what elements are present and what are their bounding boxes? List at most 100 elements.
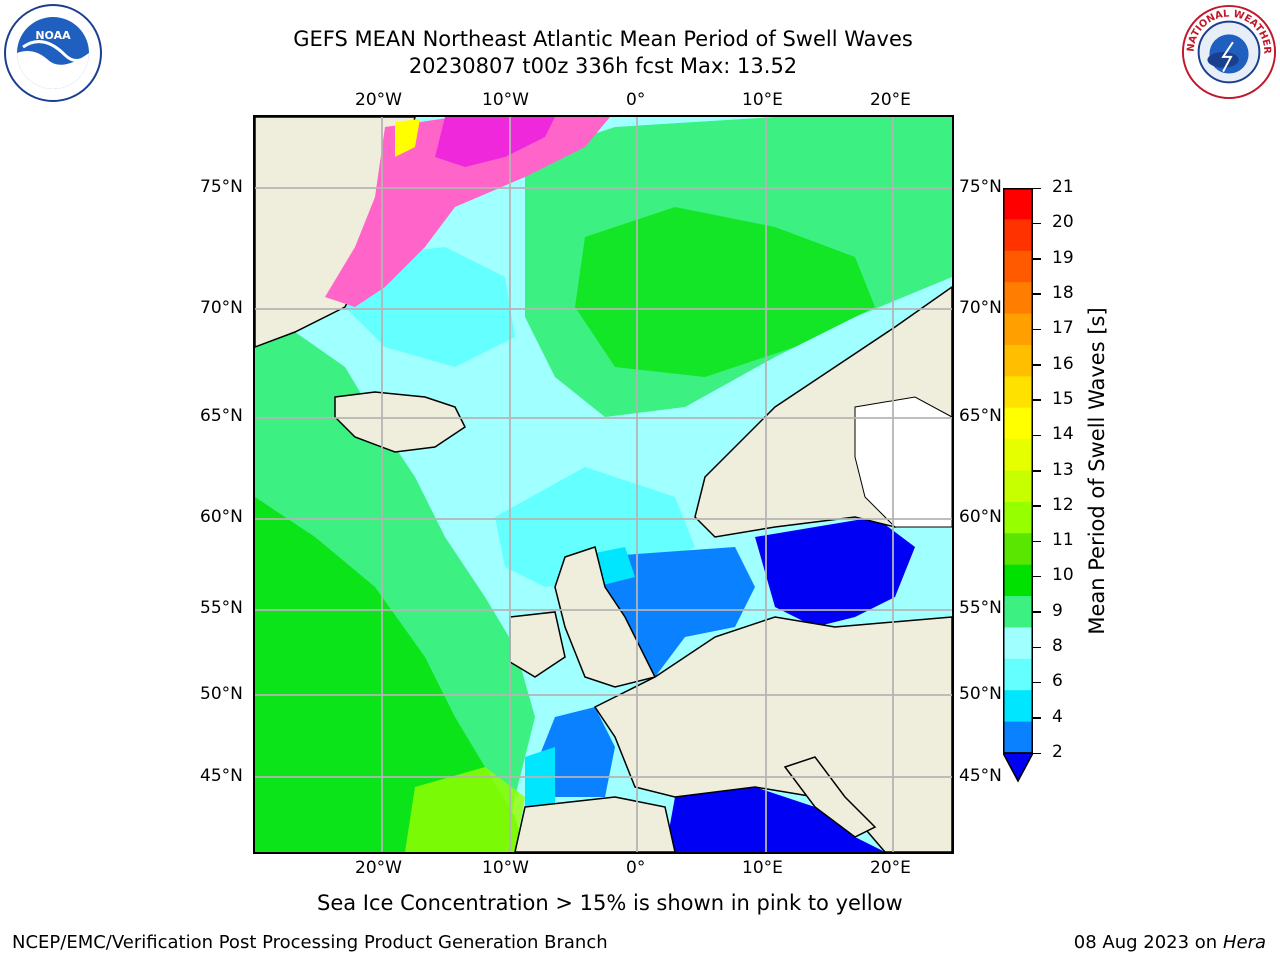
chart-title: GEFS MEAN Northeast Atlantic Mean Period… bbox=[293, 27, 913, 51]
colorbar-segment bbox=[1003, 721, 1033, 754]
chart-subtitle: 20230807 t00z 336h fcst Max: 13.52 bbox=[408, 54, 798, 78]
colorbar bbox=[1003, 188, 1033, 783]
colorbar-tick-label: 6 bbox=[1052, 671, 1063, 692]
colorbar-tick-label: 16 bbox=[1052, 353, 1074, 374]
lat-label-left: 65°N bbox=[200, 406, 243, 426]
sea-ice-pink bbox=[325, 117, 610, 307]
colorbar-label: Mean Period of Swell Waves [s] bbox=[1085, 307, 1109, 635]
lon-label-top: 20°E bbox=[870, 90, 911, 110]
colorbar-segment bbox=[1003, 250, 1033, 283]
noaa-logo: NOAA bbox=[4, 4, 102, 102]
colorbar-segment bbox=[1003, 282, 1033, 315]
colorbar-tick-label: 8 bbox=[1052, 636, 1063, 657]
colorbar-tick-label: 4 bbox=[1052, 706, 1063, 727]
footer-date-text: 08 Aug 2023 on bbox=[1073, 932, 1218, 953]
swell-darkblue-mediterranean bbox=[665, 787, 885, 852]
swell-green-west bbox=[255, 497, 525, 852]
colorbar-segment bbox=[1003, 596, 1033, 628]
lat-label-left: 50°N bbox=[200, 684, 243, 704]
lat-label-left: 45°N bbox=[200, 766, 243, 786]
sea-ice-note: Sea Ice Concentration > 15% is shown in … bbox=[317, 891, 903, 915]
lon-label-bottom: 20°E bbox=[870, 858, 911, 878]
colorbar-tick-mark bbox=[1033, 187, 1041, 189]
lat-label-left: 70°N bbox=[200, 298, 243, 318]
colorbar-segment bbox=[1003, 313, 1033, 346]
lon-label-bottom: 10°W bbox=[482, 858, 529, 878]
colorbar-tick-mark bbox=[1033, 540, 1041, 543]
colorbar-extend-triangle bbox=[1003, 752, 1033, 783]
lon-label-bottom: 10°E bbox=[742, 858, 783, 878]
lat-label-right: 50°N bbox=[959, 684, 1002, 704]
colorbar-tick-label: 21 bbox=[1052, 177, 1074, 197]
sea-ice-yellow bbox=[395, 119, 420, 157]
colorbar-segment bbox=[1003, 533, 1033, 566]
footer-date: 08 Aug 2023 on Hera bbox=[1074, 932, 1266, 953]
swell-blue-north-sea bbox=[595, 547, 755, 677]
colorbar-tick-label: 9 bbox=[1052, 600, 1063, 621]
lat-label-left: 60°N bbox=[200, 507, 243, 527]
colorbar-tick-mark bbox=[1033, 575, 1041, 578]
lat-label-right: 70°N bbox=[959, 298, 1002, 318]
land-iberia bbox=[514, 796, 676, 852]
swell-period-field bbox=[255, 117, 952, 852]
colorbar-tick-mark bbox=[1033, 717, 1041, 719]
colorbar-tick-mark bbox=[1033, 328, 1041, 331]
colorbar-segment bbox=[1003, 564, 1033, 597]
colorbar-segment bbox=[1003, 219, 1033, 252]
colorbar-tick-label: 18 bbox=[1052, 282, 1074, 303]
colorbar-segment bbox=[1003, 344, 1033, 377]
colorbar-segment bbox=[1003, 439, 1033, 471]
lon-label-top: 20°W bbox=[355, 90, 402, 110]
lat-label-right: 65°N bbox=[959, 406, 1002, 426]
colorbar-segment bbox=[1003, 376, 1033, 409]
swell-yellowgreen-patch bbox=[405, 767, 525, 852]
lat-label-right: 75°N bbox=[959, 177, 1002, 197]
swell-darkblue-baltic bbox=[755, 517, 915, 627]
colorbar-segment bbox=[1003, 690, 1033, 723]
land-iceland bbox=[334, 391, 466, 453]
colorbar-tick-label: 11 bbox=[1052, 530, 1074, 551]
lat-label-right: 45°N bbox=[959, 766, 1002, 786]
colorbar-segment bbox=[1003, 407, 1033, 440]
map-panel bbox=[253, 115, 954, 854]
colorbar-segment bbox=[1003, 501, 1033, 534]
colorbar-tick-mark bbox=[1033, 646, 1041, 649]
noaa-logo-text: NOAA bbox=[35, 29, 71, 42]
lon-label-bottom: 20°W bbox=[355, 858, 402, 878]
colorbar-segment bbox=[1003, 470, 1033, 503]
lon-label-top: 10°W bbox=[482, 90, 529, 110]
nws-logo: NATIONAL WEATHER SERVICE bbox=[1180, 3, 1277, 100]
colorbar-tick-mark bbox=[1033, 470, 1041, 472]
colorbar-tick-mark bbox=[1033, 611, 1041, 613]
colorbar-tick-mark bbox=[1033, 752, 1041, 754]
lat-label-left: 75°N bbox=[200, 177, 243, 197]
colorbar-tick-label: 20 bbox=[1052, 212, 1074, 233]
swell-light-green-greenland bbox=[255, 347, 335, 437]
colorbar-tick-label: 13 bbox=[1052, 459, 1074, 480]
footer-host: Hera bbox=[1222, 932, 1266, 953]
colorbar-segment bbox=[1003, 627, 1033, 660]
sea-ice-magenta bbox=[435, 117, 555, 167]
colorbar-tick-label: 19 bbox=[1052, 247, 1074, 268]
colorbar-tick-label: 15 bbox=[1052, 388, 1074, 409]
colorbar-outline bbox=[1003, 188, 1033, 754]
colorbar-tick-label: 14 bbox=[1052, 424, 1074, 445]
colorbar-tick-mark bbox=[1033, 293, 1041, 295]
colorbar-tick-mark bbox=[1033, 222, 1041, 225]
lat-label-right: 55°N bbox=[959, 598, 1002, 618]
colorbar-tick-label: 2 bbox=[1052, 742, 1063, 762]
colorbar-tick-mark bbox=[1033, 681, 1041, 684]
graticule bbox=[255, 117, 952, 852]
no-data-gulf-of-bothnia bbox=[854, 396, 952, 528]
lon-label-top: 0° bbox=[626, 90, 646, 110]
lat-label-left: 55°N bbox=[200, 598, 243, 618]
colorbar-tick-mark bbox=[1033, 258, 1041, 260]
colorbar-tick-mark bbox=[1033, 399, 1041, 401]
lon-label-bottom: 0° bbox=[626, 858, 646, 878]
lat-label-right: 60°N bbox=[959, 507, 1002, 527]
colorbar-segment bbox=[1003, 658, 1033, 691]
colorbar-tick-mark bbox=[1033, 364, 1041, 366]
colorbar-tick-mark bbox=[1033, 434, 1041, 437]
colorbar-segment bbox=[1003, 188, 1033, 220]
colorbar-tick-label: 17 bbox=[1052, 318, 1074, 339]
